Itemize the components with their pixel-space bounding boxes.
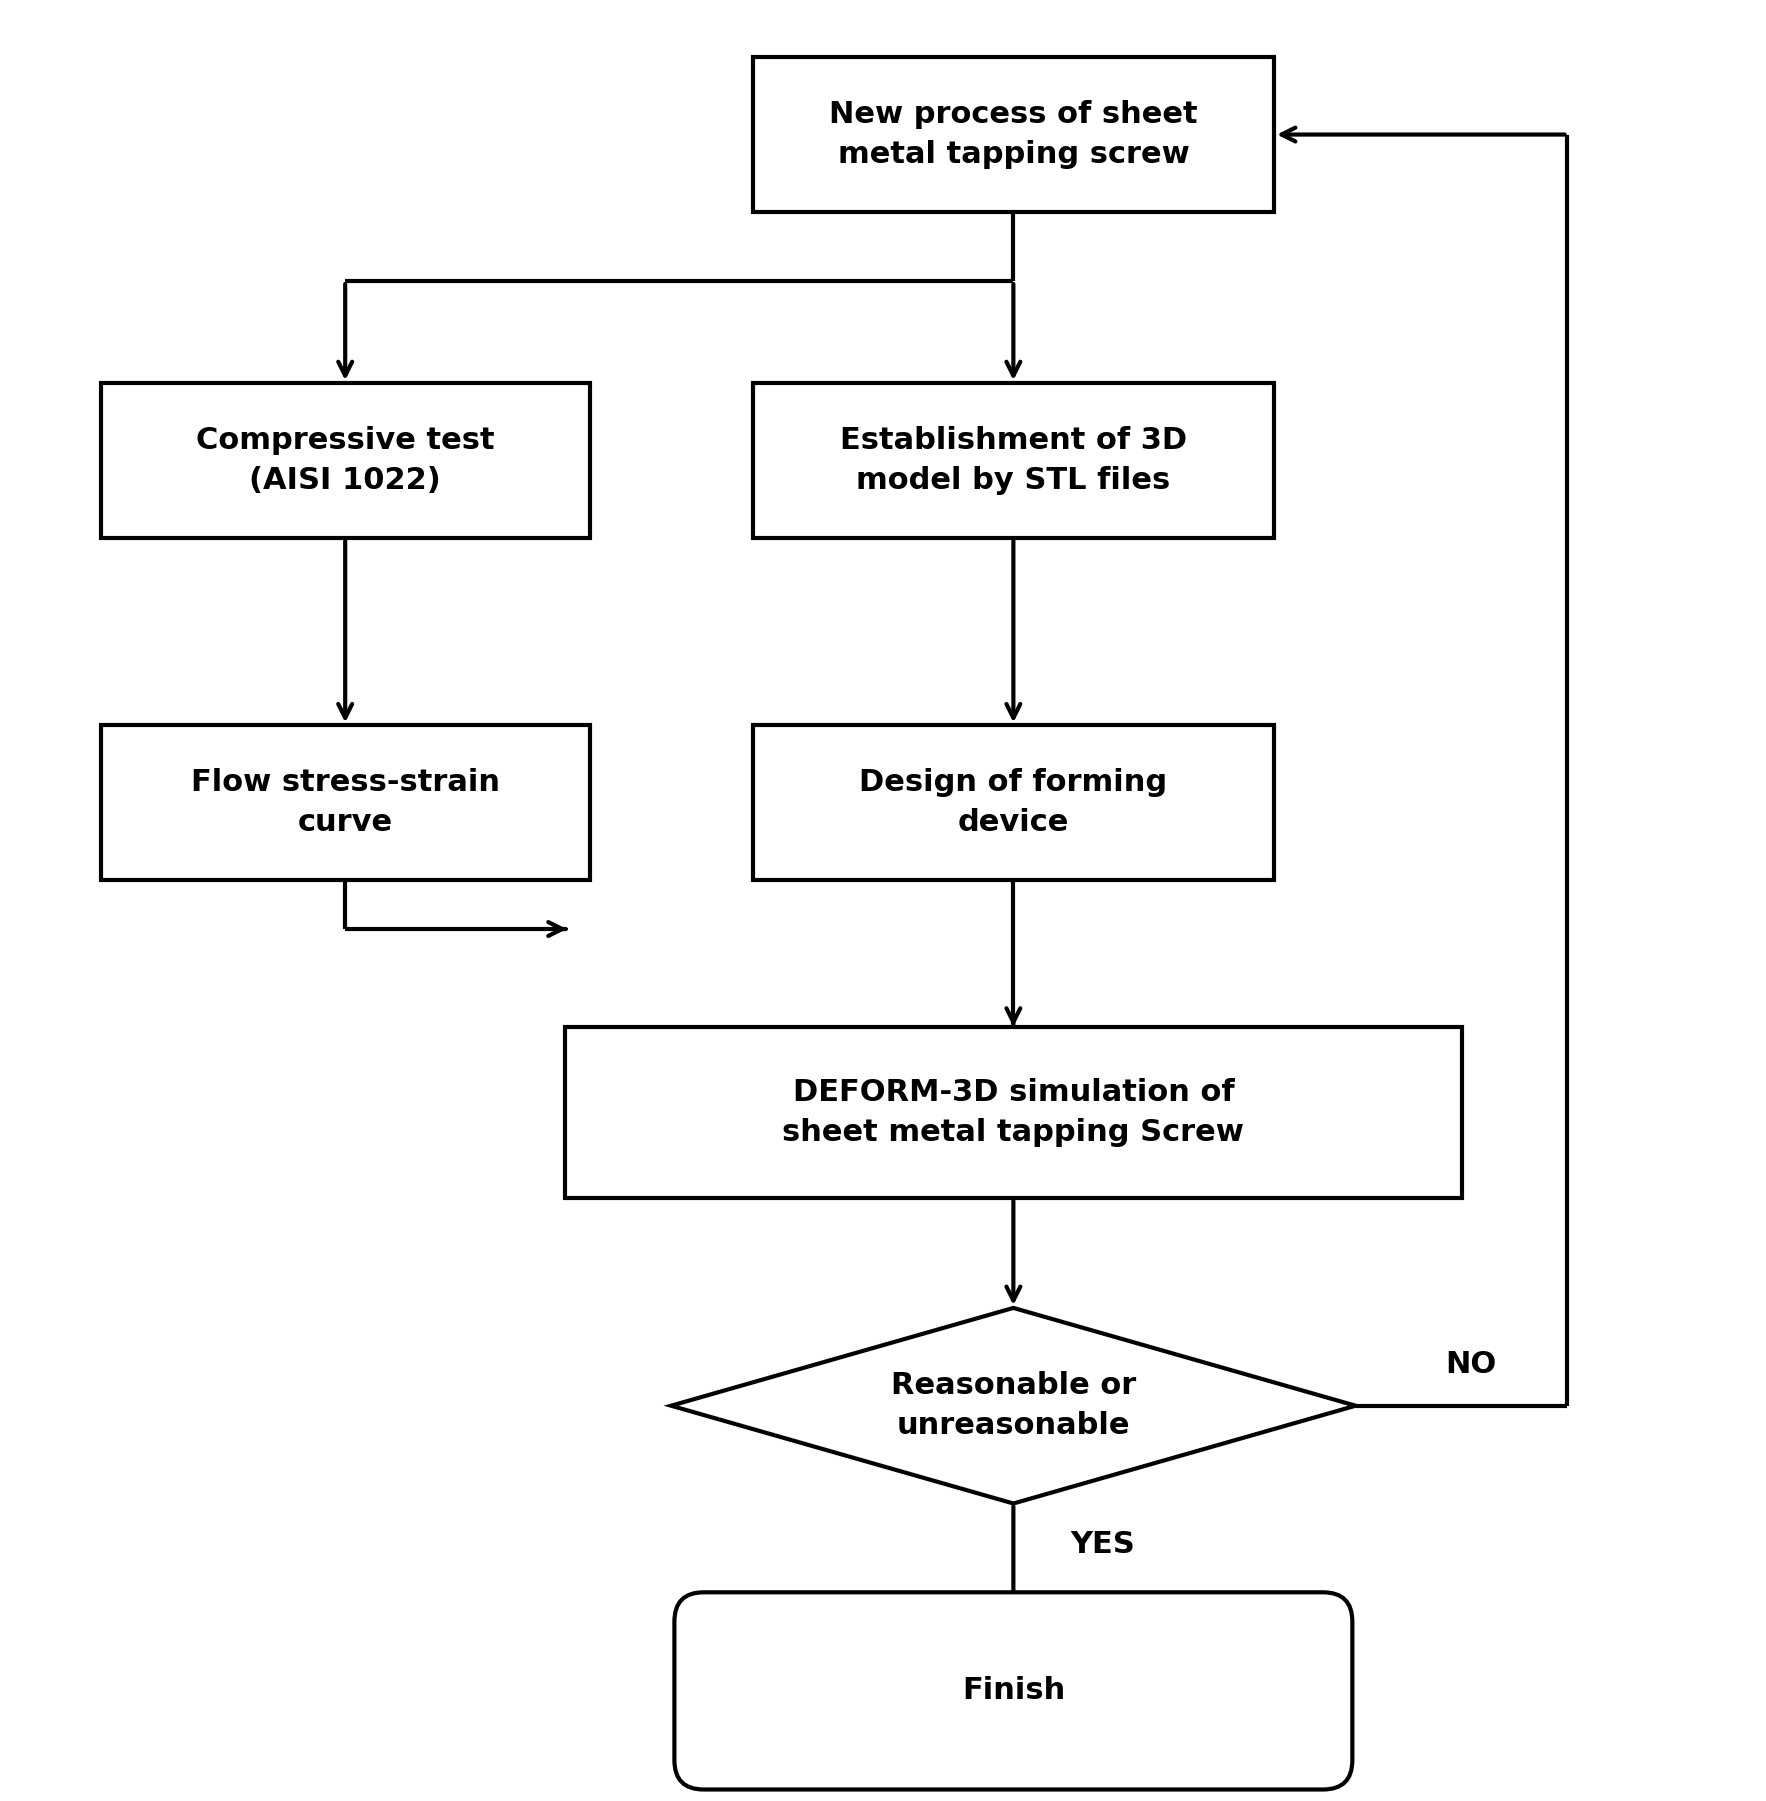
FancyBboxPatch shape [101, 384, 590, 538]
FancyBboxPatch shape [752, 58, 1273, 213]
FancyBboxPatch shape [565, 1027, 1462, 1198]
FancyBboxPatch shape [752, 384, 1273, 538]
Text: DEFORM-3D simulation of
sheet metal tapping Screw: DEFORM-3D simulation of sheet metal tapp… [782, 1077, 1245, 1147]
Text: Finish: Finish [962, 1677, 1065, 1706]
FancyBboxPatch shape [675, 1592, 1353, 1790]
Text: New process of sheet
metal tapping screw: New process of sheet metal tapping screw [828, 99, 1197, 169]
Text: Compressive test
(AISI 1022): Compressive test (AISI 1022) [196, 425, 494, 495]
Polygon shape [671, 1308, 1356, 1504]
FancyBboxPatch shape [752, 726, 1273, 881]
Text: Establishment of 3D
model by STL files: Establishment of 3D model by STL files [841, 425, 1187, 495]
Text: NO: NO [1445, 1351, 1496, 1380]
Text: Design of forming
device: Design of forming device [860, 767, 1167, 837]
Text: YES: YES [1070, 1529, 1136, 1558]
FancyBboxPatch shape [101, 726, 590, 881]
Text: Flow stress-strain
curve: Flow stress-strain curve [191, 767, 500, 837]
Text: Reasonable or
unreasonable: Reasonable or unreasonable [890, 1371, 1136, 1441]
